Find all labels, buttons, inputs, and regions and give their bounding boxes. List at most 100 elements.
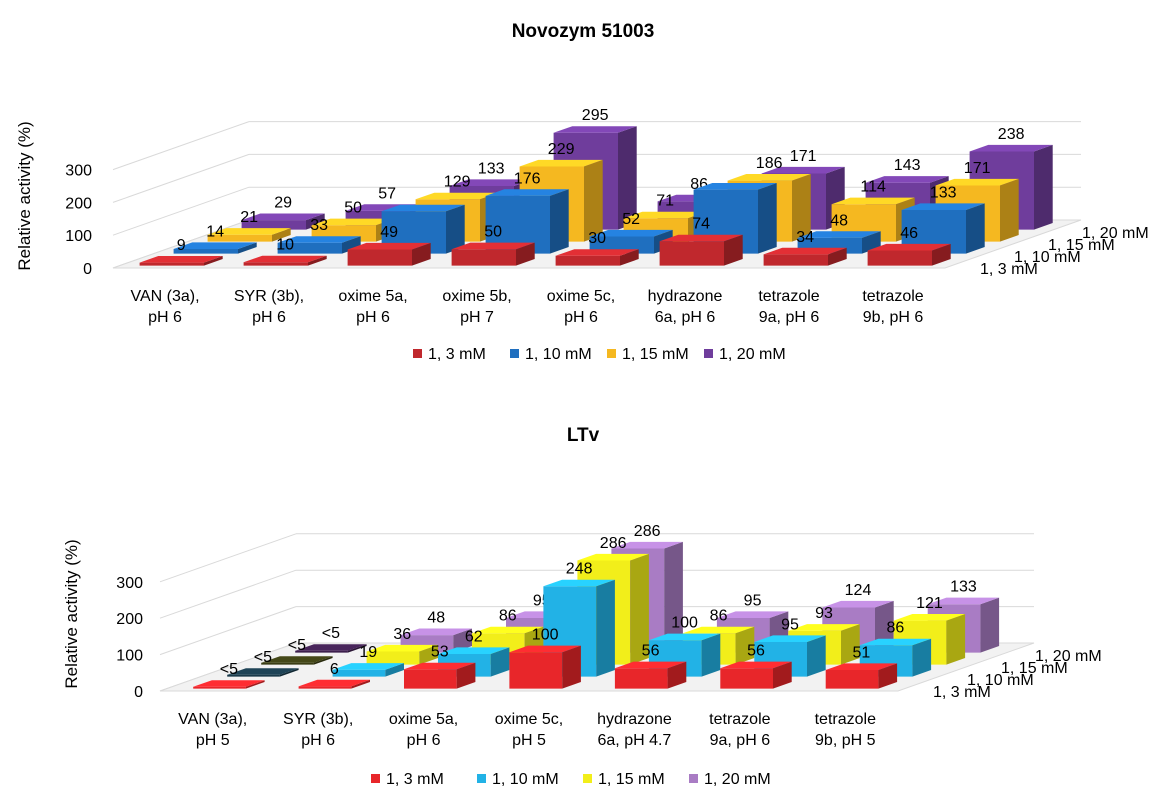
x-category-label: oxime 5c, xyxy=(547,288,615,305)
bar-side xyxy=(313,656,333,665)
x-category-label: pH 5 xyxy=(196,732,230,749)
bar-1-10-mM-7 xyxy=(901,203,985,254)
bar-top xyxy=(298,679,370,687)
data-label: 133 xyxy=(478,160,505,177)
gridline-side xyxy=(112,121,250,171)
legend-swatch xyxy=(477,774,486,783)
bar-side xyxy=(584,159,603,242)
bar-side xyxy=(490,647,510,677)
data-label: 100 xyxy=(671,615,698,632)
bar-side xyxy=(932,243,951,266)
bar-side xyxy=(966,203,985,254)
bar-top xyxy=(754,635,826,642)
bar-top xyxy=(415,192,499,200)
data-label: <5 xyxy=(220,661,238,678)
bar-top xyxy=(555,249,639,256)
bar-1-3-mM-0 xyxy=(139,256,223,266)
y-axis-label: Relative activity (%) xyxy=(15,121,34,270)
data-label: 86 xyxy=(499,608,517,625)
bar-front xyxy=(614,668,668,689)
data-label: 95 xyxy=(744,592,762,609)
bar-top xyxy=(822,600,894,608)
x-category-label: 9a, pH 6 xyxy=(710,732,771,749)
data-label: 19 xyxy=(359,644,377,661)
bar-side xyxy=(456,662,476,689)
bar-top xyxy=(311,218,395,226)
bar-top xyxy=(449,179,533,186)
data-label: 56 xyxy=(642,643,660,660)
x-category-label: pH 6 xyxy=(252,309,286,326)
data-label: 14 xyxy=(206,223,224,240)
bar-front xyxy=(298,686,352,689)
bar-1-15-mM-0 xyxy=(207,228,291,242)
bar-top xyxy=(519,159,603,167)
chart-panel-1: Novozym 51003 0 100 200 300 Relative activity… xyxy=(15,21,1149,363)
data-label: 93 xyxy=(815,605,833,622)
bar-side xyxy=(701,633,721,677)
data-label: 133 xyxy=(930,184,957,201)
bar-top xyxy=(472,626,544,634)
bar-top xyxy=(509,645,581,653)
bar-side xyxy=(664,541,683,653)
legend-label: 1, 15 mM xyxy=(598,771,665,788)
legend-swatch xyxy=(704,349,713,358)
bar-top xyxy=(865,176,949,183)
data-label: 50 xyxy=(484,224,502,241)
x-category-label: pH 6 xyxy=(148,309,182,326)
data-label: 86 xyxy=(887,620,905,637)
x-category-label: VAN (3a), xyxy=(130,288,199,305)
legend-label: 1, 3 mM xyxy=(386,771,444,788)
data-label: 57 xyxy=(378,185,396,202)
bar-side xyxy=(792,174,811,242)
bar-top xyxy=(438,647,510,654)
bar-1-3-mM-2 xyxy=(347,242,431,266)
bar-side xyxy=(306,213,325,230)
bar-front xyxy=(867,250,932,266)
x-category-label: pH 6 xyxy=(356,309,390,326)
bar-top xyxy=(788,624,860,631)
bar-1-3-mM-0 xyxy=(193,680,265,689)
bar-top xyxy=(332,663,404,670)
bar-side xyxy=(385,663,404,677)
data-label: <5 xyxy=(288,637,306,654)
bar-side xyxy=(596,579,615,677)
bar-1-3-mM-1 xyxy=(243,255,327,266)
bar-top xyxy=(763,247,847,255)
data-label: 56 xyxy=(747,643,765,660)
data-label: 95 xyxy=(781,616,799,633)
bar-side xyxy=(1000,178,1019,242)
bar-front xyxy=(509,652,563,689)
bar-top xyxy=(261,656,333,663)
bar-top xyxy=(553,126,637,133)
bar-top xyxy=(901,203,985,210)
data-label: 176 xyxy=(514,170,541,187)
data-label: 186 xyxy=(756,155,783,172)
bar-side xyxy=(667,661,687,689)
bar-side xyxy=(342,236,361,254)
bar-top xyxy=(347,242,431,250)
bar-top xyxy=(716,611,789,618)
bar-top xyxy=(589,229,673,237)
bar-side xyxy=(308,255,327,266)
depth-axis-label: 1, 20 mM xyxy=(1035,648,1102,665)
data-label: 121 xyxy=(916,595,943,612)
bar-side xyxy=(204,256,223,266)
bar-top xyxy=(927,597,1000,605)
data-label: 229 xyxy=(548,141,575,158)
x-category-label: oxime 5c, xyxy=(495,711,563,728)
data-label: 53 xyxy=(431,644,449,661)
data-label: 52 xyxy=(622,211,640,228)
y-tick-label: 0 xyxy=(134,684,143,701)
bar-front xyxy=(825,670,879,689)
data-label: 21 xyxy=(240,209,258,226)
gridline-side xyxy=(159,606,297,656)
bar-side xyxy=(630,553,649,665)
bar-front xyxy=(485,195,550,254)
bar-front xyxy=(261,662,314,665)
x-category-label: pH 6 xyxy=(564,309,598,326)
legend-label: 1, 20 mM xyxy=(719,346,786,363)
data-label: 34 xyxy=(796,229,814,246)
bar-front xyxy=(404,669,457,689)
legend-swatch xyxy=(583,774,592,783)
